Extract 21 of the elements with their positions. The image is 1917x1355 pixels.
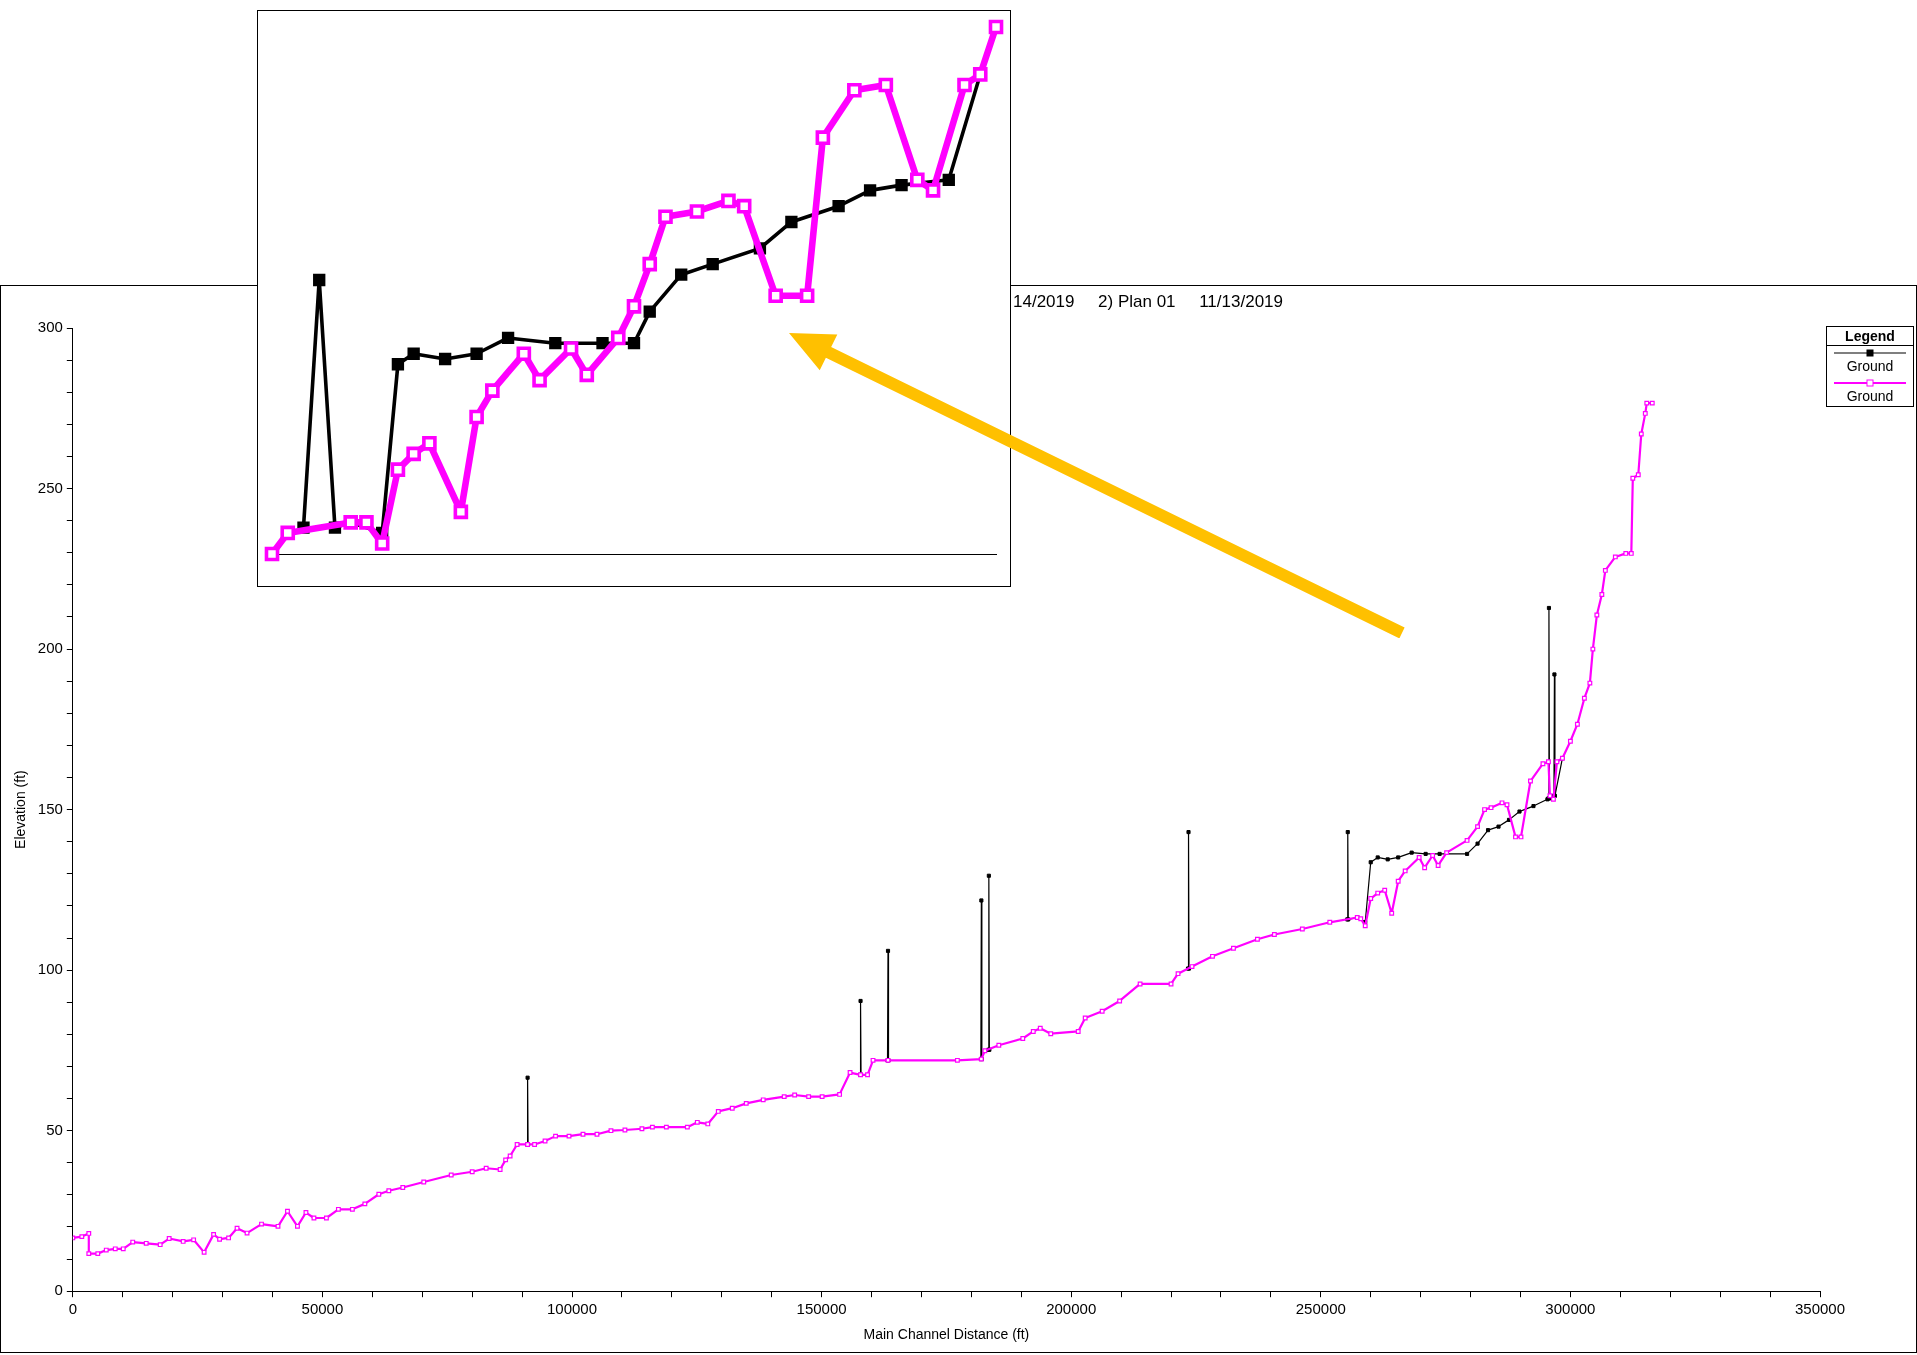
x-tick-label: 200000 [1046,1300,1097,1318]
x-tick-label: 250000 [1295,1300,1346,1318]
y-tick-label: 300 [37,318,63,336]
y-tick-label: 200 [37,639,63,657]
legend-label: Ground [1845,388,1895,404]
x-tick-label: 100000 [546,1300,598,1318]
x-tick-label: 150000 [796,1300,847,1318]
x-tick-label: 300000 [1545,1300,1596,1318]
x-tick-label: 50000 [301,1300,344,1318]
y-tick-label: 0 [54,1281,63,1299]
y-tick-label: 250 [37,478,63,496]
legend-label: Ground [1845,358,1895,374]
x-axis-title: Main Channel Distance (ft) [863,1326,1030,1343]
x-tick-label: 0 [68,1300,77,1318]
x-tick-label: 350000 [1794,1300,1846,1318]
legend-title: Legend [1827,327,1913,346]
y-axis-title: Elevation (ft) [12,770,29,849]
chart-title: 14/2019 2) Plan 01 11/13/2019 [1013,292,1283,312]
y-tick-label: 150 [37,799,63,817]
y-tick-label: 100 [37,960,63,978]
y-tick-label: 50 [46,1120,63,1138]
